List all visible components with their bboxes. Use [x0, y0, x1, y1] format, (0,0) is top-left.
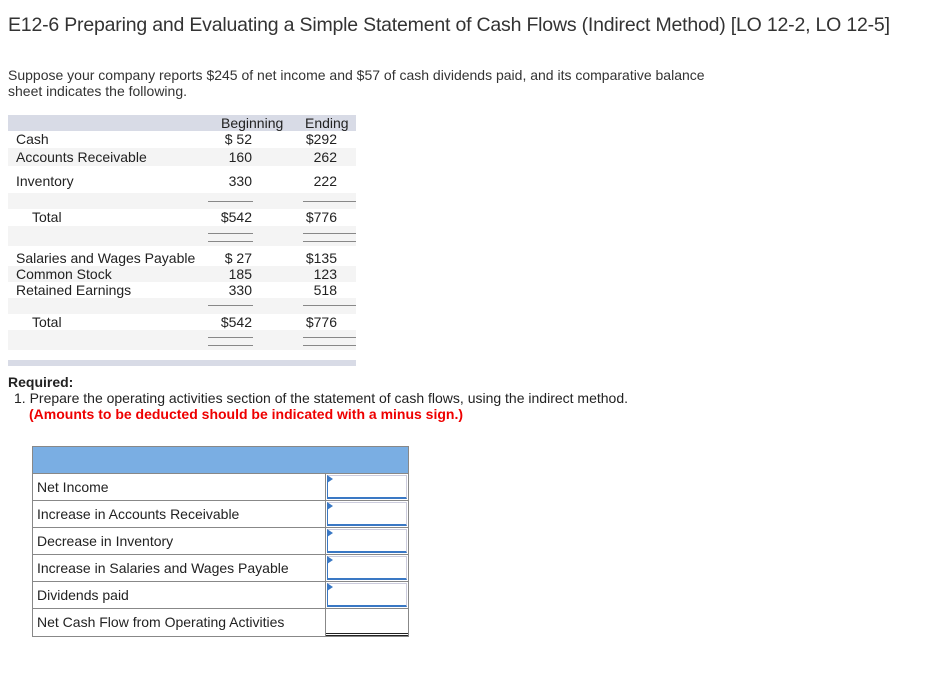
input-marker-icon — [327, 556, 333, 564]
row-label: Accounts Receivable — [16, 149, 147, 165]
row-band — [8, 226, 356, 246]
inventory-input[interactable] — [327, 529, 407, 553]
row-label: Common Stock — [16, 266, 112, 282]
input-marker-icon — [327, 583, 333, 591]
dividends-input[interactable] — [327, 583, 407, 607]
total-beginning: $542 — [220, 314, 252, 330]
footer-band — [8, 360, 356, 366]
ending-value: 518 — [313, 282, 337, 298]
net-cash-flow-cell — [326, 609, 408, 636]
row-label: Decrease in Inventory — [33, 528, 326, 554]
col-beginning: Beginning — [221, 115, 284, 131]
ending-value: 222 — [313, 173, 337, 189]
table-row: Decrease in Inventory — [33, 528, 408, 555]
total-ending: $776 — [305, 209, 337, 225]
table-row: Increase in Accounts Receivable — [33, 501, 408, 528]
beginning-value: $ 27 — [224, 250, 252, 266]
total-label: Total — [32, 209, 62, 225]
double-line — [208, 345, 253, 346]
double-line — [303, 337, 356, 338]
subtotal-line — [208, 201, 253, 202]
row-label: Inventory — [16, 173, 74, 189]
subtotal-line — [208, 305, 253, 306]
total-ending: $776 — [305, 314, 337, 330]
row-label: Net Income — [33, 474, 326, 500]
ending-value: 262 — [313, 149, 337, 165]
accounts-receivable-input[interactable] — [327, 502, 407, 526]
ending-value: $292 — [305, 131, 337, 147]
row-label: Salaries and Wages Payable — [16, 250, 196, 266]
beginning-value: 160 — [228, 149, 252, 165]
page-title: E12-6 Preparing and Evaluating a Simple … — [8, 14, 890, 36]
double-line — [303, 233, 356, 234]
double-line — [208, 233, 253, 234]
answer-table: Net Income Increase in Accounts Receivab… — [32, 446, 409, 637]
double-line — [303, 345, 356, 346]
table-row: Net Income — [33, 474, 408, 501]
double-line — [208, 241, 253, 242]
beginning-value: 330 — [228, 173, 252, 189]
required-heading: Required: — [8, 374, 74, 390]
row-label: Increase in Salaries and Wages Payable — [33, 555, 326, 581]
double-line — [208, 337, 253, 338]
double-line — [303, 241, 356, 242]
header-band — [8, 115, 356, 131]
input-marker-icon — [327, 475, 333, 483]
required-section: Required: 1. Prepare the operating activ… — [8, 374, 628, 422]
row-band — [8, 193, 356, 209]
beginning-value: 330 — [228, 282, 252, 298]
row-band — [8, 148, 356, 166]
row-label: Retained Earnings — [16, 282, 132, 298]
required-item: 1. Prepare the operating activities sect… — [14, 390, 629, 406]
table-row: Dividends paid — [33, 582, 408, 609]
input-marker-icon — [327, 529, 333, 537]
beginning-value: 185 — [228, 266, 252, 282]
salaries-payable-input[interactable] — [327, 556, 407, 580]
ending-value: 123 — [313, 266, 337, 282]
row-band — [8, 330, 356, 350]
col-ending: Ending — [305, 115, 349, 131]
row-band — [8, 266, 356, 282]
answer-table-header — [33, 447, 408, 474]
table-row-total: Net Cash Flow from Operating Activities — [33, 609, 408, 636]
row-band — [8, 298, 356, 314]
subtotal-line — [303, 305, 356, 306]
beginning-value: $ 52 — [224, 131, 252, 147]
row-label: Cash — [16, 131, 49, 147]
input-marker-icon — [327, 502, 333, 510]
row-label: Net Cash Flow from Operating Activities — [33, 609, 326, 636]
required-note: (Amounts to be deducted should be indica… — [29, 406, 464, 422]
problem-intro: Suppose your company reports $245 of net… — [8, 67, 705, 99]
subtotal-line — [303, 201, 356, 202]
table-row: Increase in Salaries and Wages Payable — [33, 555, 408, 582]
ending-value: $135 — [305, 250, 337, 266]
row-label: Increase in Accounts Receivable — [33, 501, 326, 527]
row-label: Dividends paid — [33, 582, 326, 608]
total-label: Total — [32, 314, 62, 330]
net-income-input[interactable] — [327, 475, 407, 499]
total-beginning: $542 — [220, 209, 252, 225]
